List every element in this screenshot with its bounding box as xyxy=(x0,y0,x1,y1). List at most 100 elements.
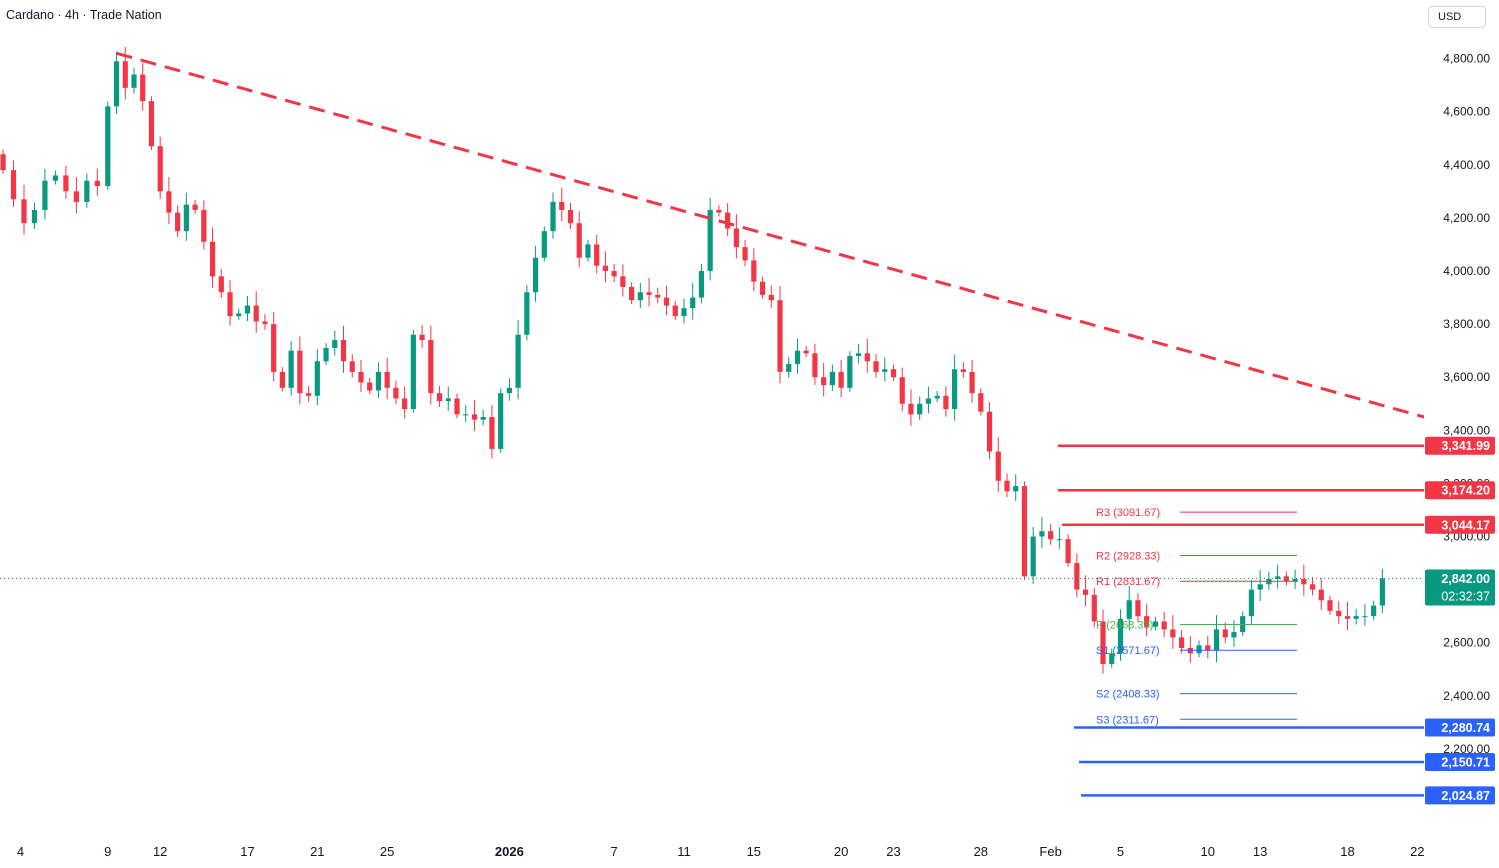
candle-body xyxy=(1056,539,1062,541)
currency-button[interactable]: USD xyxy=(1428,6,1486,28)
candle-body xyxy=(157,146,163,192)
candle-body xyxy=(1152,621,1158,627)
candle-body xyxy=(314,361,320,396)
candle-body xyxy=(349,361,355,372)
candle-body xyxy=(524,292,530,335)
candle-body xyxy=(1135,600,1141,617)
symbol-title: Cardano · 4h · Trade Nation xyxy=(6,8,162,22)
candle-body xyxy=(637,292,643,301)
candle-body xyxy=(332,340,338,348)
time-tick-label: 17 xyxy=(240,844,254,859)
candle-body xyxy=(471,414,478,420)
candle-body xyxy=(768,294,774,301)
time-tick-label: 7 xyxy=(611,844,618,859)
candle-body xyxy=(1257,584,1263,590)
candle-body xyxy=(73,191,79,202)
candle-body xyxy=(1065,539,1071,564)
candle-body xyxy=(716,209,722,213)
time-tick-label: 11 xyxy=(677,844,691,859)
candle-body xyxy=(1353,616,1359,619)
candle-body xyxy=(506,387,512,394)
time-tick-label: 5 xyxy=(1117,844,1124,859)
candle-body xyxy=(698,271,705,298)
candle-body xyxy=(576,223,582,258)
price-tick-label: 4,000.00 xyxy=(1443,264,1490,278)
candle-body xyxy=(428,340,434,394)
time-axis[interactable]: 4912172125202671115202328Feb510131822Mar xyxy=(0,838,1499,868)
pivot-points-layer: R3 (3091.67) R2 (2928.33) R1 (2831.67) P (2… xyxy=(1096,507,1297,726)
candle-body xyxy=(279,371,285,388)
candle-body xyxy=(31,209,38,224)
candle-body xyxy=(323,347,329,362)
price-tick-label: 4,600.00 xyxy=(1443,105,1490,119)
candle-body xyxy=(367,382,373,391)
candle-body xyxy=(1301,578,1307,585)
candle-body xyxy=(681,308,687,317)
candle-body xyxy=(227,292,233,317)
time-tick-label: 22 xyxy=(1410,844,1424,859)
candle-body xyxy=(393,387,399,399)
candle-body xyxy=(532,257,539,293)
candle-body xyxy=(794,350,801,364)
time-tick-label: 18 xyxy=(1340,844,1354,859)
levels-layer xyxy=(0,444,1424,797)
candle-body xyxy=(725,212,731,229)
candle-body xyxy=(838,371,844,388)
candle-body xyxy=(952,369,958,410)
candle-body xyxy=(969,371,975,394)
price-tick-label: 4,800.00 xyxy=(1443,52,1490,66)
candle-body xyxy=(201,209,207,242)
candle-body xyxy=(978,393,984,412)
candle-body xyxy=(515,334,521,388)
time-axis-background xyxy=(0,838,1424,868)
candle-body xyxy=(567,209,574,224)
candle-body xyxy=(594,244,600,266)
support-badge-label: 2,280.74 xyxy=(1441,721,1490,735)
candle-body xyxy=(105,106,111,187)
candle-body xyxy=(1030,536,1036,577)
candle-body xyxy=(131,74,137,88)
candle-body xyxy=(995,451,1001,481)
candle-body xyxy=(1327,600,1333,611)
candle-body xyxy=(166,191,172,213)
candlestick-series xyxy=(0,46,1385,674)
candle-body xyxy=(585,244,591,258)
candle-body xyxy=(122,61,128,88)
candle-body xyxy=(1170,629,1176,638)
candle-body xyxy=(1082,589,1089,595)
time-tick-label: Feb xyxy=(1039,844,1061,859)
candle-body xyxy=(742,247,748,261)
candle-body xyxy=(419,334,425,341)
candle-body xyxy=(288,350,294,388)
candle-body xyxy=(986,411,993,452)
time-tick-label: 23 xyxy=(886,844,900,859)
candle-body xyxy=(1205,645,1211,651)
pivot-label: R1 (2831.67) xyxy=(1096,576,1160,588)
candle-body xyxy=(253,305,259,322)
candle-body xyxy=(611,271,617,277)
price-tick-label: 4,200.00 xyxy=(1443,211,1490,225)
candle-body xyxy=(803,350,809,354)
descending-trendline[interactable] xyxy=(116,51,1444,424)
price-tick-label: 2,400.00 xyxy=(1443,689,1490,703)
time-tick-label: 4 xyxy=(17,844,24,859)
price-tick-label: 4,400.00 xyxy=(1443,158,1490,172)
candle-body xyxy=(140,74,146,102)
candle-body xyxy=(899,377,905,404)
candle-body xyxy=(733,228,739,248)
candle-body xyxy=(541,231,547,258)
time-tick-label: 20 xyxy=(834,844,848,859)
candle-body xyxy=(864,353,870,362)
candle-body xyxy=(375,371,382,391)
candle-body xyxy=(550,201,556,232)
candle-body xyxy=(1344,616,1351,619)
candle-body xyxy=(209,241,216,277)
price-axis[interactable]: 4,800.00 4,600.00 4,400.00 4,200.00 4,000.00… xyxy=(1424,0,1499,868)
support-badge xyxy=(1425,718,1495,737)
candle-body xyxy=(340,340,347,362)
candle-body xyxy=(759,281,766,295)
candle-body xyxy=(777,300,783,372)
candle-body xyxy=(855,353,862,356)
support-badge-label: 2,150.71 xyxy=(1441,755,1490,769)
